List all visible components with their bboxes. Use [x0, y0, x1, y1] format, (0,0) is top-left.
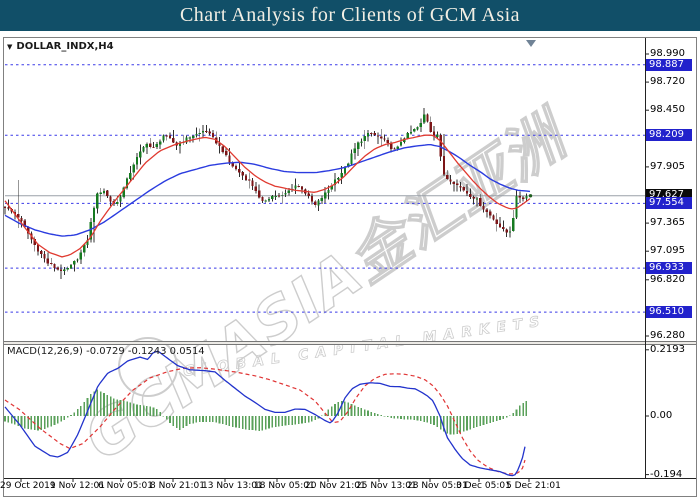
time-axis-label: 18 Nov 05:01: [254, 481, 315, 491]
macd-axis-tick-label: 0.00: [650, 410, 673, 421]
time-axis-label: 29 Oct 2019: [0, 481, 56, 491]
price-axis-tick-label: 97.095: [650, 245, 685, 256]
macd-axis-tick-label: -0.194: [650, 469, 683, 480]
moving-averages: [4, 134, 531, 258]
chart-frame: [3, 37, 697, 497]
time-axis-label: 3 Dec 05:01: [456, 481, 511, 491]
time-axis-label: 13 Nov 13:01: [202, 481, 263, 491]
macd-indicator-label: MACD(12,26,9) -0.0729 -0.1243 0.0514: [7, 346, 205, 357]
watermark-text: GCMASIA金汇亚洲: [72, 97, 584, 474]
price-level-badge: 96.933: [646, 262, 692, 274]
symbol-label[interactable]: ▼ DOLLAR_INDX,H4: [7, 41, 114, 52]
time-axis-label: 25 Nov 13:01: [356, 481, 417, 491]
symbol-dropdown-icon[interactable]: ▼: [7, 42, 13, 51]
price-axis-tick-label: 96.280: [650, 330, 685, 341]
watermark: GCMASIA金汇亚洲 GLOBAL CAPITAL MARKETS: [72, 97, 585, 475]
price-level-badge: 96.510: [646, 306, 692, 318]
price-axis-tick-label: 98.720: [650, 76, 685, 87]
macd-panel: [4, 350, 528, 477]
price-level-badge: 98.209: [646, 129, 692, 141]
time-axis-label: 6 Nov 05:01: [98, 481, 153, 491]
symbol-text: DOLLAR_INDX,H4: [16, 41, 114, 52]
price-axis-tick-label: 96.820: [650, 274, 685, 285]
price-axis-tick-label: 97.365: [650, 217, 685, 228]
price-level-badge: 98.887: [646, 59, 692, 71]
page-title: Chart Analysis for Clients of GCM Asia: [179, 4, 521, 26]
price-axis-tick-label: 97.905: [650, 161, 685, 172]
chart-markers: [526, 40, 536, 198]
time-axis-label: 5 Dec 21:01: [506, 481, 561, 491]
title-bar: Chart Analysis for Clients of GCM Asia: [0, 0, 700, 31]
price-axis-tick-label: 98.450: [650, 104, 685, 115]
time-axis-label: 28 Nov 05:01: [407, 481, 468, 491]
price-axis-tick-label: 98.990: [650, 48, 685, 59]
support-resistance-lines: [5, 64, 645, 313]
price-level-badge: 97.554: [646, 197, 692, 209]
time-axis-label: 1 Nov 12:01: [50, 481, 105, 491]
macd-axis-tick-label: 0.2193: [650, 344, 685, 355]
time-axis-label: 20 Nov 21:01: [305, 481, 366, 491]
time-axis-label: 8 Nov 21:01: [150, 481, 205, 491]
candles-layer: [3, 108, 528, 279]
